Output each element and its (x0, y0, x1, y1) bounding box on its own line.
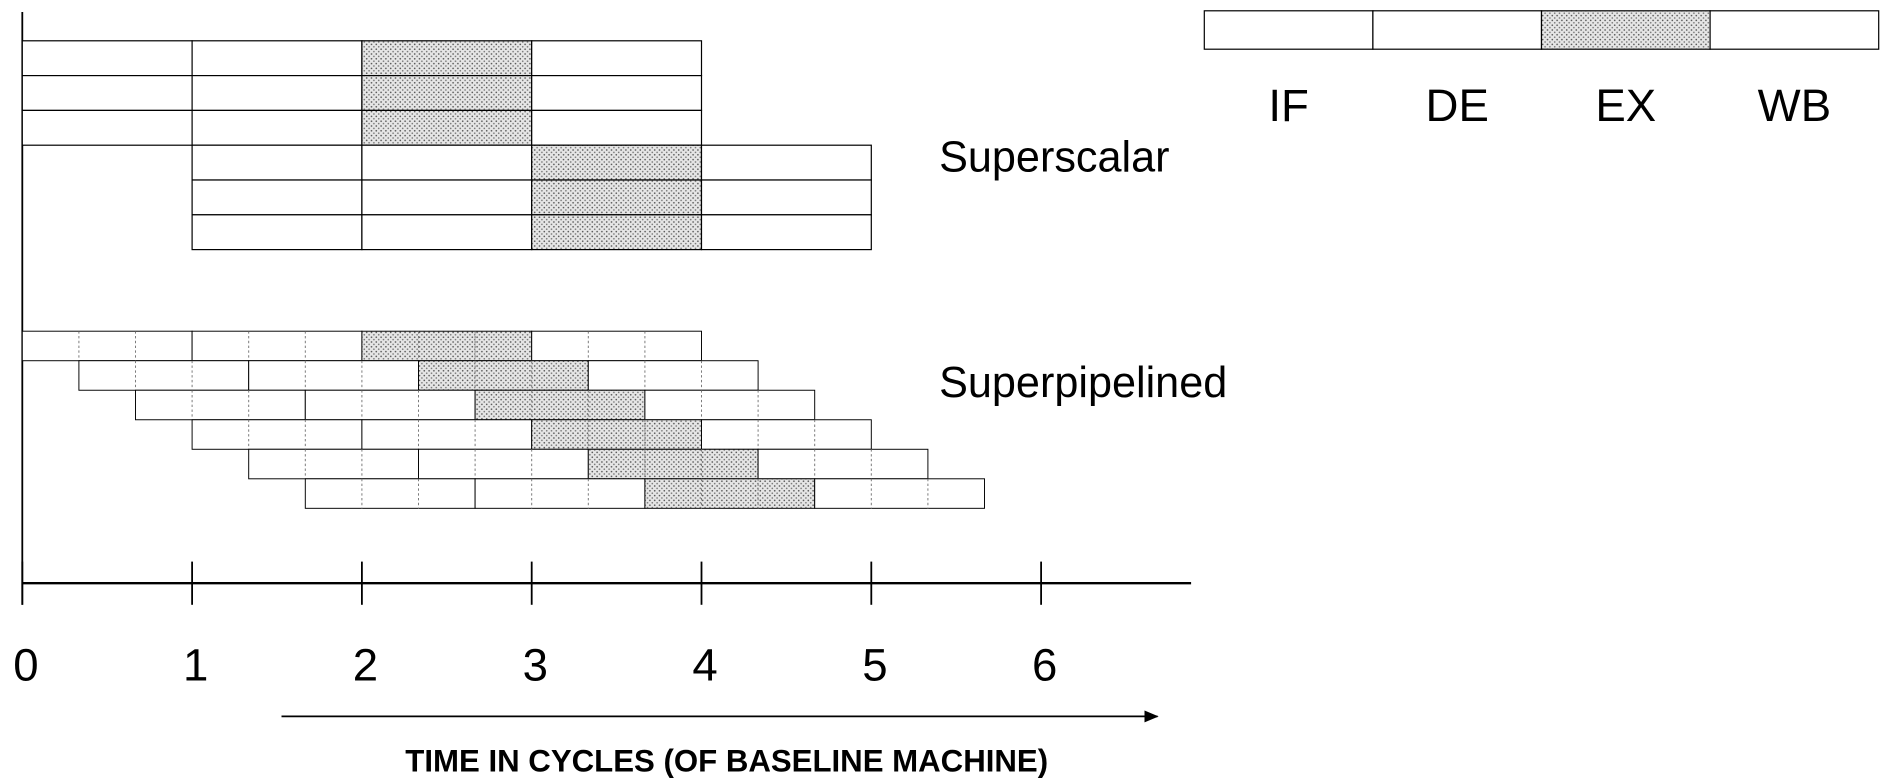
stage-cell (78, 360, 250, 391)
legend-box (1372, 10, 1543, 50)
stage-cell (474, 478, 646, 509)
stage-cell (361, 214, 533, 251)
stage-cell (21, 75, 193, 111)
stage-cell (587, 448, 759, 480)
stage-cell (361, 40, 533, 77)
superscalar-label: Superscalar (939, 134, 1169, 182)
stage-cell (814, 478, 985, 509)
legend-label: WB (1758, 80, 1831, 131)
stage-cell (21, 109, 193, 146)
stage-cell (248, 360, 419, 391)
legend-label: DE (1426, 80, 1489, 131)
stage-cell (531, 179, 703, 216)
stage-cell (474, 389, 646, 421)
stage-cell (21, 40, 193, 77)
stage-cell (191, 179, 363, 216)
stage-cell (135, 389, 306, 421)
tick-label: 3 (523, 639, 548, 690)
content: IF DE EX WB 0 1 2 3 4 5 6 (13, 10, 1880, 690)
stage-cell (304, 389, 476, 421)
legend-label: IF (1268, 80, 1309, 131)
stage-cell (248, 448, 419, 480)
stage-cell (531, 144, 703, 181)
stage-cell (701, 419, 872, 450)
stage-cell (418, 360, 589, 391)
stage-cell (361, 144, 533, 181)
stage-cell (191, 40, 363, 77)
stage-cell (191, 419, 363, 450)
tick-label: 0 (13, 639, 38, 690)
tick-label: 4 (692, 639, 717, 690)
stage-cell (700, 214, 872, 251)
legend-box (1203, 10, 1374, 50)
axis-label: TIME IN CYCLES (OF BASELINE MACHINE) (405, 744, 1048, 779)
stage-cell (700, 179, 872, 216)
stage-cell (191, 214, 363, 251)
stage-cell (757, 448, 929, 480)
stage-cell (361, 109, 533, 146)
stage-cell (191, 75, 363, 111)
stage-cell (531, 40, 703, 77)
stage-cell (418, 448, 589, 480)
legend-label: EX (1595, 80, 1656, 131)
stage-cell (531, 75, 703, 111)
stage-cell (361, 75, 533, 111)
tick-label: 5 (862, 639, 887, 690)
stage-cell (587, 360, 759, 391)
stage-cell (531, 214, 703, 251)
stage-cell (191, 330, 363, 362)
stage-cell (531, 330, 702, 362)
stage-cell (361, 419, 533, 450)
tick-label: 6 (1032, 639, 1057, 690)
stage-cell (304, 478, 476, 509)
tick-label: 1 (183, 639, 208, 690)
legend-box (1709, 10, 1880, 50)
stage-cell (361, 330, 533, 362)
stage-cell (644, 478, 816, 509)
stage-cell (21, 330, 193, 362)
stage-cell (191, 109, 363, 146)
stage-cell (531, 109, 703, 146)
stage-cell (191, 144, 363, 181)
stage-cell (700, 144, 872, 181)
stage-cell (644, 389, 816, 421)
stage-cell (361, 179, 533, 216)
tick-label: 2 (353, 639, 378, 690)
superpipelined-label: Superpipelined (939, 359, 1227, 407)
stage-cell (531, 419, 702, 450)
legend-box (1540, 10, 1711, 50)
